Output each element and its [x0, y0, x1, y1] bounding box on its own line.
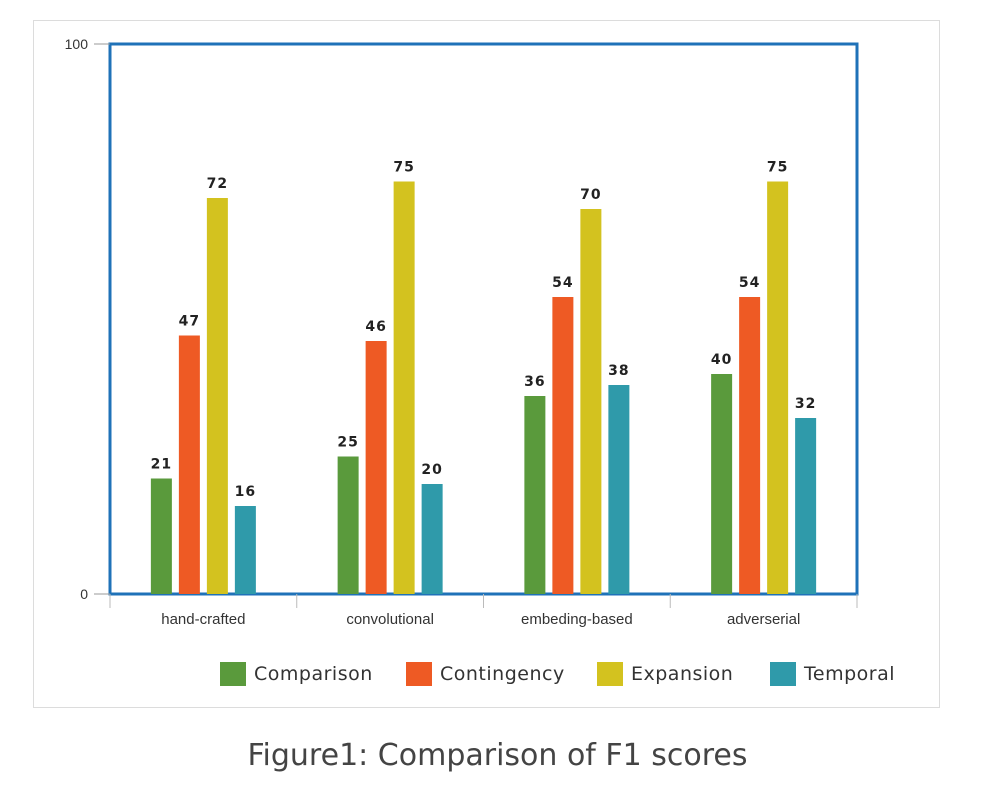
legend-label-expansion: Expansion: [631, 663, 734, 685]
legend-label-temporal: Temporal: [804, 663, 895, 685]
data-label-adverserial-temporal: 32: [795, 396, 816, 412]
bar-hand-crafted-expansion: [206, 198, 228, 594]
bar-adverserial-temporal: [795, 418, 817, 594]
y-tick-label-100: 100: [65, 36, 89, 52]
data-label-hand-crafted-contingency: 47: [179, 314, 200, 330]
data-label-embeding-based-expansion: 70: [580, 187, 601, 203]
figure-caption: Figure1: Comparison of F1 scores: [247, 738, 748, 773]
x-tick-label-embeding-based: embeding-based: [521, 611, 633, 628]
data-label-convolutional-contingency: 46: [365, 319, 386, 335]
data-label-adverserial-contingency: 54: [739, 275, 760, 291]
bar-embeding-based-expansion: [580, 209, 602, 594]
bar-embeding-based-comparison: [524, 396, 546, 594]
bar-embeding-based-contingency: [552, 297, 574, 594]
y-tick-label-0: 0: [80, 586, 88, 602]
data-label-embeding-based-comparison: 36: [524, 374, 545, 390]
bar-convolutional-temporal: [421, 484, 443, 594]
data-label-adverserial-expansion: 75: [767, 160, 788, 176]
bar-convolutional-contingency: [365, 341, 387, 594]
legend-item-contingency: Contingency: [406, 660, 565, 688]
x-tick-label-hand-crafted: hand-crafted: [161, 611, 245, 628]
legend-item-temporal: Temporal: [770, 660, 895, 688]
data-label-adverserial-comparison: 40: [711, 352, 732, 368]
data-label-hand-crafted-temporal: 16: [235, 484, 256, 500]
data-label-convolutional-comparison: 25: [337, 435, 358, 451]
bar-adverserial-expansion: [767, 181, 789, 594]
bar-convolutional-comparison: [337, 456, 359, 594]
bar-hand-crafted-temporal: [234, 506, 256, 594]
data-label-embeding-based-temporal: 38: [608, 363, 629, 379]
legend-swatch-temporal: [770, 662, 796, 686]
data-label-hand-crafted-expansion: 72: [207, 176, 228, 192]
legend-item-comparison: Comparison: [220, 660, 373, 688]
bar-hand-crafted-comparison: [150, 478, 172, 594]
legend-swatch-comparison: [220, 662, 246, 686]
bar-adverserial-comparison: [711, 374, 733, 594]
data-label-convolutional-expansion: 75: [393, 160, 414, 176]
data-label-hand-crafted-comparison: 21: [151, 457, 172, 473]
legend-item-expansion: Expansion: [597, 660, 733, 688]
x-tick-label-convolutional: convolutional: [346, 611, 434, 628]
legend-label-comparison: Comparison: [254, 663, 373, 685]
legend-swatch-expansion: [597, 662, 623, 686]
data-label-embeding-based-contingency: 54: [552, 275, 573, 291]
x-tick-label-adverserial: adverserial: [727, 611, 800, 628]
bar-adverserial-contingency: [739, 297, 761, 594]
data-label-convolutional-temporal: 20: [421, 462, 442, 478]
bar-embeding-based-temporal: [608, 385, 630, 594]
bar-convolutional-expansion: [393, 181, 415, 594]
bar-hand-crafted-contingency: [178, 335, 200, 594]
legend-label-contingency: Contingency: [440, 663, 565, 685]
legend-swatch-contingency: [406, 662, 432, 686]
